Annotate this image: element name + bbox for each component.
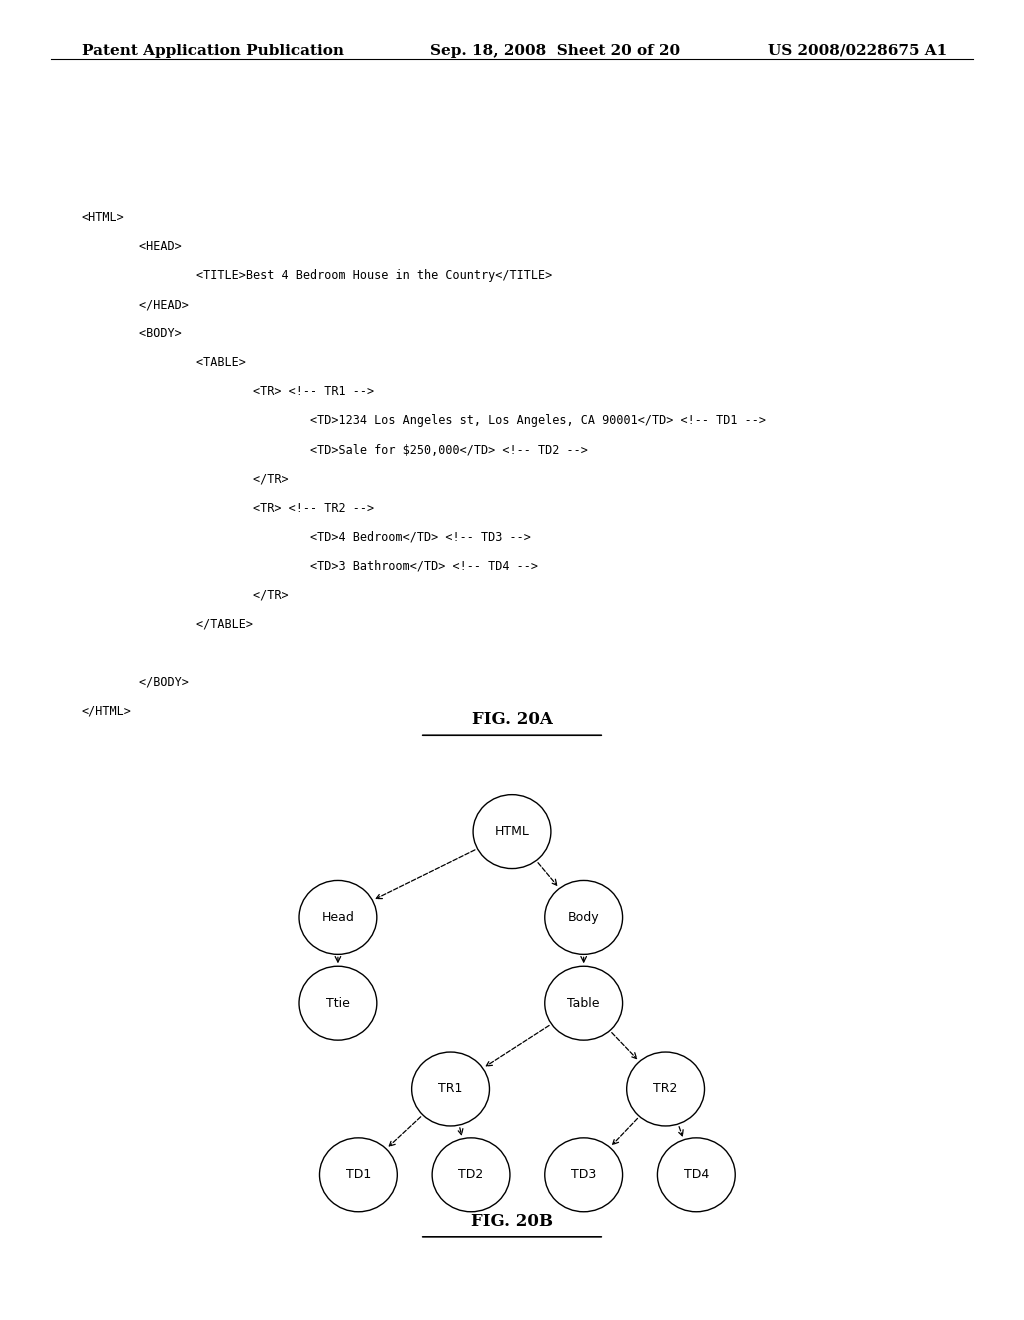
Text: <TITLE>Best 4 Bedroom House in the Country</TITLE>: <TITLE>Best 4 Bedroom House in the Count… <box>82 269 552 282</box>
Text: TD1: TD1 <box>346 1168 371 1181</box>
Text: <TD>Sale for $250,000</TD> <!-- TD2 -->: <TD>Sale for $250,000</TD> <!-- TD2 --> <box>82 444 588 457</box>
Text: Sep. 18, 2008  Sheet 20 of 20: Sep. 18, 2008 Sheet 20 of 20 <box>430 44 680 58</box>
Text: </TR>: </TR> <box>82 589 289 602</box>
Ellipse shape <box>545 1138 623 1212</box>
Ellipse shape <box>545 880 623 954</box>
Ellipse shape <box>657 1138 735 1212</box>
Text: Head: Head <box>322 911 354 924</box>
Text: </TABLE>: </TABLE> <box>82 618 253 631</box>
Text: </BODY>: </BODY> <box>82 676 188 689</box>
Text: TR2: TR2 <box>653 1082 678 1096</box>
Text: Table: Table <box>567 997 600 1010</box>
Ellipse shape <box>299 880 377 954</box>
Ellipse shape <box>545 966 623 1040</box>
Text: <HEAD>: <HEAD> <box>82 240 181 253</box>
Ellipse shape <box>299 966 377 1040</box>
Text: TR1: TR1 <box>438 1082 463 1096</box>
Text: </HTML>: </HTML> <box>82 705 132 718</box>
Ellipse shape <box>319 1138 397 1212</box>
Text: <TD>1234 Los Angeles st, Los Angeles, CA 90001</TD> <!-- TD1 -->: <TD>1234 Los Angeles st, Los Angeles, CA… <box>82 414 766 428</box>
Ellipse shape <box>412 1052 489 1126</box>
Text: TD2: TD2 <box>459 1168 483 1181</box>
Text: TD4: TD4 <box>684 1168 709 1181</box>
Text: <HTML>: <HTML> <box>82 211 125 224</box>
Text: </TR>: </TR> <box>82 473 289 486</box>
Text: <TD>4 Bedroom</TD> <!-- TD3 -->: <TD>4 Bedroom</TD> <!-- TD3 --> <box>82 531 530 544</box>
Text: </HEAD>: </HEAD> <box>82 298 188 312</box>
Text: FIG. 20A: FIG. 20A <box>472 711 552 727</box>
Ellipse shape <box>432 1138 510 1212</box>
Text: TD3: TD3 <box>571 1168 596 1181</box>
Text: Body: Body <box>568 911 599 924</box>
Text: <BODY>: <BODY> <box>82 327 181 341</box>
Text: Ttie: Ttie <box>326 997 350 1010</box>
Text: FIG. 20B: FIG. 20B <box>471 1213 553 1229</box>
Text: <TABLE>: <TABLE> <box>82 356 246 370</box>
Text: HTML: HTML <box>495 825 529 838</box>
Ellipse shape <box>473 795 551 869</box>
Text: <TR> <!-- TR1 -->: <TR> <!-- TR1 --> <box>82 385 374 399</box>
Text: US 2008/0228675 A1: US 2008/0228675 A1 <box>768 44 947 58</box>
Ellipse shape <box>627 1052 705 1126</box>
Text: <TR> <!-- TR2 -->: <TR> <!-- TR2 --> <box>82 502 374 515</box>
Text: <TD>3 Bathroom</TD> <!-- TD4 -->: <TD>3 Bathroom</TD> <!-- TD4 --> <box>82 560 538 573</box>
Text: Patent Application Publication: Patent Application Publication <box>82 44 344 58</box>
